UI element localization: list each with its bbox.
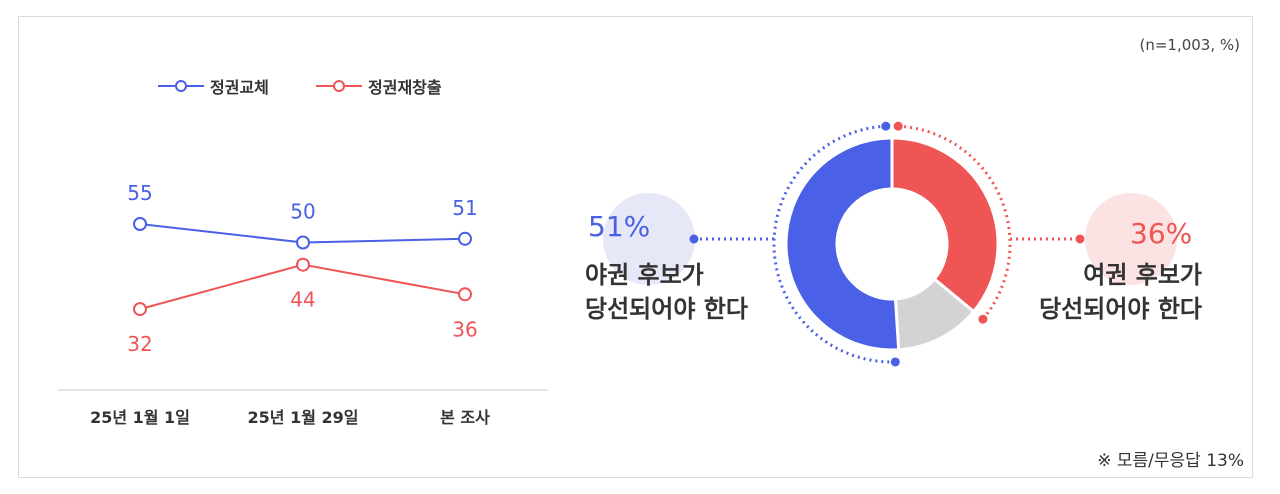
government-arc-dot xyxy=(893,121,903,131)
legend-label: 정권재창출 xyxy=(368,78,442,97)
government-arc xyxy=(898,124,1012,321)
data-point xyxy=(458,287,472,302)
opposition-arc xyxy=(772,124,896,364)
x-tick-label: 25년 1월 29일 xyxy=(248,408,359,427)
government-percent: 36% xyxy=(1130,217,1193,250)
data-point xyxy=(133,302,147,317)
x-tick-label: 25년 1월 1일 xyxy=(90,408,190,427)
opposition-arc-dot xyxy=(881,121,891,131)
government-connector-dot xyxy=(1075,234,1085,244)
data-label: 44 xyxy=(290,288,315,312)
opposition-callout-line2: 당선되어야 한다 xyxy=(585,295,748,323)
legend-item-regime-continuation: 정권재창출 xyxy=(316,74,442,98)
government-callout: 여권 후보가 당선되어야 한다 xyxy=(1039,258,1202,326)
opposition-callout-line1: 야권 후보가 xyxy=(585,261,704,289)
legend-marker-blue-icon xyxy=(158,80,204,92)
opposition-bubble xyxy=(603,193,695,285)
donut-slice xyxy=(784,136,901,352)
data-label: 50 xyxy=(290,200,315,224)
government-callout-line2: 당선되어야 한다 xyxy=(1039,295,1202,323)
data-point xyxy=(133,217,147,231)
legend-label: 정권교체 xyxy=(210,78,269,97)
data-label: 51 xyxy=(452,196,477,220)
sample-size-note: (n=1,003, %) xyxy=(1139,36,1240,54)
x-tick-label: 본 조사 xyxy=(440,408,490,427)
data-label: 36 xyxy=(452,317,477,341)
data-point xyxy=(296,257,310,272)
line-chart: 25년 1월 1일 25년 1월 29일 본 조사 55 50 51 32 44 36 xyxy=(58,181,548,427)
data-label: 32 xyxy=(127,332,152,356)
legend-marker-red-icon xyxy=(316,80,362,92)
data-point xyxy=(458,231,472,246)
donut-slice xyxy=(890,136,1000,314)
footnote: ※ 모름/무응답 13% xyxy=(1097,451,1244,471)
government-callout-line1: 여권 후보가 xyxy=(1083,261,1202,289)
government-arc-dot xyxy=(978,314,988,324)
opposition-connector-dot xyxy=(689,234,699,244)
opposition-arc-dot xyxy=(890,357,900,367)
legend-item-regime-change: 정권교체 xyxy=(158,74,269,98)
government-bubble xyxy=(1085,193,1177,285)
opposition-percent: 51% xyxy=(588,210,651,243)
data-point xyxy=(296,235,310,250)
opposition-callout: 야권 후보가 당선되어야 한다 xyxy=(585,258,748,326)
data-label: 55 xyxy=(127,181,152,205)
